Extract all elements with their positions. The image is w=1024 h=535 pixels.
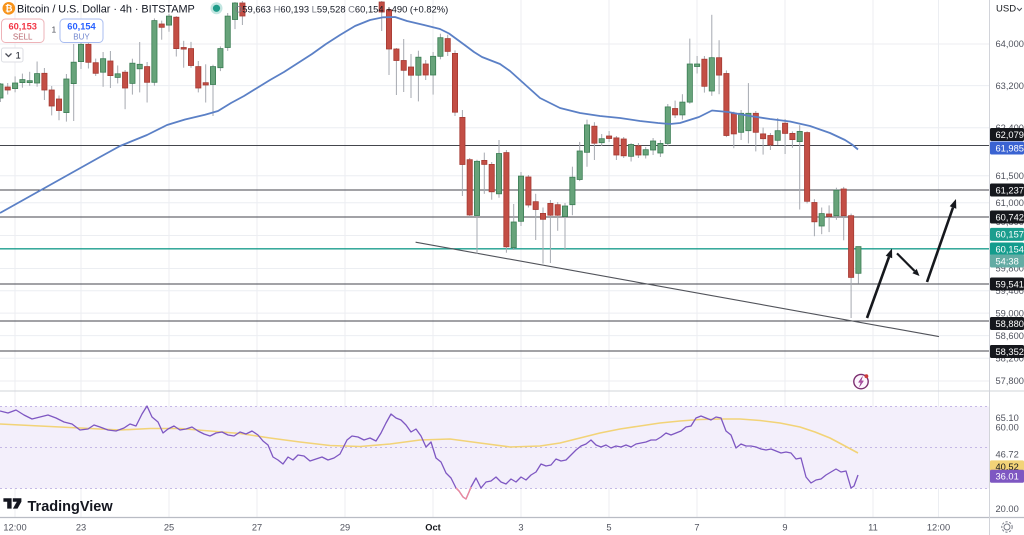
svg-text:46.72: 46.72 [996, 450, 1019, 460]
svg-text:TradingView: TradingView [28, 499, 114, 515]
svg-text:60,153: 60,153 [8, 22, 36, 32]
svg-text:5: 5 [606, 523, 611, 533]
svg-text:58,600: 58,600 [996, 331, 1024, 341]
svg-text:11: 11 [868, 523, 878, 533]
svg-text:59,541: 59,541 [996, 279, 1024, 289]
svg-text:59,400: 59,400 [996, 286, 1024, 296]
svg-text:7: 7 [694, 523, 699, 533]
svg-text:60,157: 60,157 [996, 230, 1024, 240]
svg-text:54:38: 54:38 [996, 256, 1019, 266]
svg-text:65.10: 65.10 [996, 413, 1019, 423]
svg-text:₿: ₿ [5, 4, 12, 14]
svg-text:USD: USD [996, 4, 1016, 15]
svg-text:9: 9 [782, 523, 787, 533]
svg-text:12:00: 12:00 [927, 523, 950, 533]
svg-text:25: 25 [164, 523, 174, 533]
svg-text:58,200: 58,200 [996, 354, 1024, 364]
svg-text:64,000: 64,000 [996, 39, 1024, 49]
svg-text:59,000: 59,000 [996, 308, 1024, 318]
svg-text:60,742: 60,742 [996, 212, 1024, 222]
svg-text:Bitcoin / U.S. Dollar · 4h · B: Bitcoin / U.S. Dollar · 4h · BITSTAMP [17, 4, 195, 16]
svg-text:60.00: 60.00 [996, 423, 1019, 433]
svg-text:63,200: 63,200 [996, 81, 1024, 91]
svg-text:61,500: 61,500 [996, 171, 1024, 181]
svg-text:40.52: 40.52 [996, 462, 1019, 472]
svg-text:27: 27 [252, 523, 262, 533]
svg-text:36.01: 36.01 [996, 472, 1019, 482]
svg-text:60,154: 60,154 [996, 244, 1024, 254]
svg-text:57,800: 57,800 [996, 376, 1024, 386]
svg-text:O59,663 H60,193 L59,528 C60,15: O59,663 H60,193 L59,528 C60,154 +490 (+0… [235, 3, 448, 14]
svg-text:62,079: 62,079 [996, 130, 1024, 140]
svg-text:BUY: BUY [73, 33, 90, 42]
svg-text:3: 3 [518, 523, 523, 533]
svg-text:Oct: Oct [425, 523, 441, 533]
svg-text:1: 1 [16, 51, 21, 62]
svg-text:12:00: 12:00 [3, 523, 26, 533]
svg-text:1: 1 [52, 25, 57, 35]
svg-text:29: 29 [340, 523, 350, 533]
svg-text:61,000: 61,000 [996, 198, 1024, 208]
svg-text:61,237: 61,237 [996, 185, 1024, 195]
svg-text:59,800: 59,800 [996, 264, 1024, 274]
svg-text:20.00: 20.00 [996, 504, 1019, 514]
svg-text:61,985: 61,985 [996, 143, 1024, 153]
svg-text:SELL: SELL [13, 33, 33, 42]
svg-text:58,880: 58,880 [996, 319, 1024, 329]
svg-text:60,154: 60,154 [67, 22, 96, 32]
svg-text:23: 23 [76, 523, 86, 533]
svg-text:58,352: 58,352 [996, 347, 1024, 357]
